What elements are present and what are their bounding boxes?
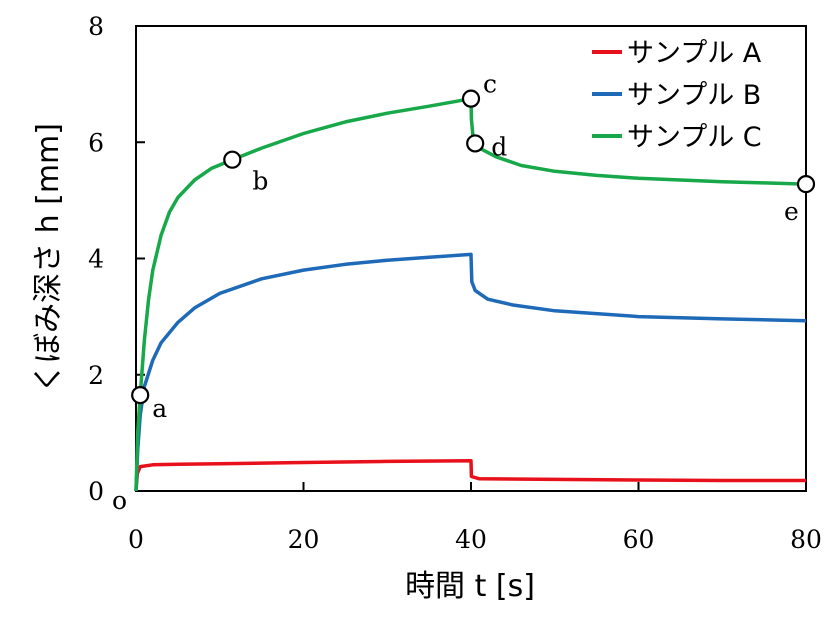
x-tick-label: 20 [288,525,320,554]
y-tick-label: 2 [88,361,104,390]
x-tick-label: 60 [623,525,655,554]
legend-label: サンプル A [627,38,762,69]
legend: サンプル A サンプル B サンプル C [592,38,762,153]
annotation-marker [131,385,150,405]
series-layer [134,96,807,492]
annotation-marker [796,175,816,194]
legend-label: サンプル B [627,80,761,111]
x-tick-label: 80 [790,525,822,554]
annotation-label: d [491,132,507,161]
x-tick-label: 40 [455,525,487,554]
x-axis-title: 時間 t [s] [405,569,535,604]
legend-label: サンプル C [627,122,762,153]
annotation-marker [466,134,485,153]
annotation-label: a [152,394,167,423]
y-axis-title: くぼみ深さ h [mm] [31,123,66,393]
y-tick-label: 8 [88,12,104,41]
y-tick-label: 6 [88,128,104,157]
annotation-label: e [784,197,799,226]
annotation-label: b [252,167,268,196]
annotation-layer: a b c d e [131,70,816,423]
series-line [134,96,807,492]
annotation-label: c [483,70,497,99]
y-tick-label: 4 [88,245,104,274]
annotation-marker [461,89,481,108]
series-line [134,459,806,492]
annotation-marker [223,150,242,169]
x-tick-label: 0 [128,525,144,554]
origin-label: o [112,486,127,515]
y-tick-label: 0 [88,477,104,506]
series-line [134,252,807,492]
